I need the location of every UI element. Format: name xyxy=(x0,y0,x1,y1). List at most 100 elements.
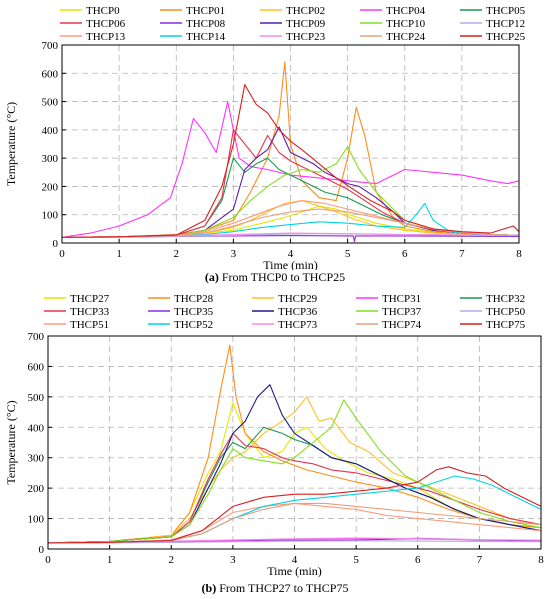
legend-item: THCP10 xyxy=(360,18,426,30)
x-tick-label: 7 xyxy=(477,554,483,566)
legend-label: THCP25 xyxy=(486,31,526,43)
chart-a-x-axis-label: Time (min) xyxy=(263,258,318,270)
y-tick-label: 300 xyxy=(42,153,59,165)
legend-label: THCP23 xyxy=(286,31,326,43)
legend-item: THCP50 xyxy=(460,306,526,318)
chart-b-series-group xyxy=(48,344,541,544)
series-line-thcp50 xyxy=(48,540,541,544)
legend-item: THCP37 xyxy=(356,306,422,318)
y-tick-label: 300 xyxy=(28,453,45,465)
legend-label: THCP09 xyxy=(286,18,326,30)
legend-item: THCP36 xyxy=(252,306,318,318)
y-tick-label: 0 xyxy=(39,544,45,556)
legend-item: THCP08 xyxy=(160,18,226,30)
legend-label: THCP08 xyxy=(186,18,226,30)
legend-item: THCP51 xyxy=(44,319,109,331)
legend-item: THCP35 xyxy=(148,306,214,318)
legend-item: THCP27 xyxy=(44,293,110,305)
legend-item: THCP23 xyxy=(260,31,326,43)
legend-label: THCP0 xyxy=(86,5,120,17)
y-tick-label: 200 xyxy=(42,181,59,193)
y-tick-label: 200 xyxy=(28,483,45,495)
x-tick-label: 3 xyxy=(231,248,237,260)
legend-label: THCP33 xyxy=(70,306,110,318)
x-tick-label: 3 xyxy=(230,554,236,566)
series-line-thcp74 xyxy=(48,502,541,544)
x-tick-label: 5 xyxy=(345,248,351,260)
caption-b: (b) From THCP27 to THCP75 xyxy=(0,581,550,596)
legend-item: THCP13 xyxy=(60,31,126,43)
legend-label: THCP13 xyxy=(86,31,126,43)
y-tick-label: 400 xyxy=(28,422,45,434)
caption-b-label: (b) xyxy=(201,581,217,595)
x-tick-label: 6 xyxy=(415,554,421,566)
series-line-thcp33 xyxy=(48,432,541,544)
legend-label: THCP35 xyxy=(174,306,214,318)
legend-item: THCP24 xyxy=(360,31,426,43)
legend-label: THCP74 xyxy=(382,319,422,331)
x-tick-label: 5 xyxy=(353,554,359,566)
y-tick-label: 400 xyxy=(42,125,59,137)
legend-label: THCP51 xyxy=(70,319,109,331)
legend-item: THCP75 xyxy=(460,319,526,331)
legend-label: THCP52 xyxy=(174,319,213,331)
chart-b-axes-frame xyxy=(47,335,542,550)
x-tick-label: 0 xyxy=(45,554,51,566)
legend-label: THCP06 xyxy=(86,18,126,30)
series-line-thcp01 xyxy=(62,61,519,238)
chart-panel-a: THCP0 THCP01 THCP02 THCP04 THCP05 THCP06 THCP0… xyxy=(0,0,550,286)
x-tick-label: 1 xyxy=(107,554,113,566)
y-tick-label: 500 xyxy=(42,97,59,109)
legend-label: THCP28 xyxy=(174,293,214,305)
x-tick-label: 4 xyxy=(292,554,298,566)
chart-a-axes-frame xyxy=(61,44,520,244)
legend-label: THCP05 xyxy=(486,5,526,17)
legend-item: THCP29 xyxy=(252,293,318,305)
series-line-thcp04 xyxy=(62,101,519,238)
x-tick-label: 7 xyxy=(459,248,465,260)
legend-label: THCP02 xyxy=(286,5,325,17)
legend-item: THCP14 xyxy=(160,31,226,43)
chart-panel-b: THCP27 THCP28 THCP29 THCP31 THCP32 THCP33 THCP… xyxy=(0,288,550,599)
legend-item: THCP0 xyxy=(60,5,120,17)
legend-item: THCP28 xyxy=(148,293,214,305)
y-tick-label: 600 xyxy=(28,361,45,373)
legend-label: THCP32 xyxy=(486,293,525,305)
chart-a-series-group xyxy=(62,61,519,243)
legend-label: THCP73 xyxy=(278,319,318,331)
legend-label: THCP31 xyxy=(382,293,421,305)
y-tick-label: 500 xyxy=(28,392,45,404)
legend-label: THCP01 xyxy=(186,5,225,17)
y-tick-label: 100 xyxy=(42,210,59,222)
y-tick-label: 0 xyxy=(53,238,59,250)
series-line-thcp25 xyxy=(62,84,519,238)
legend-label: THCP14 xyxy=(186,31,226,43)
x-tick-label: 2 xyxy=(174,248,180,260)
legend-item: THCP33 xyxy=(44,306,110,318)
legend-item: THCP73 xyxy=(252,319,318,331)
x-tick-label: 6 xyxy=(402,248,408,260)
series-line-thcp36 xyxy=(48,384,541,544)
legend-label: THCP36 xyxy=(278,306,318,318)
caption-b-text: From THCP27 to THCP75 xyxy=(219,581,349,595)
x-tick-label: 8 xyxy=(538,554,544,566)
legend-label: THCP12 xyxy=(486,18,525,30)
legend-item: THCP04 xyxy=(360,5,426,17)
x-tick-label: 1 xyxy=(116,248,122,260)
legend-item: THCP52 xyxy=(148,319,213,331)
legend-item: THCP09 xyxy=(260,18,326,30)
y-tick-label: 700 xyxy=(42,40,59,52)
y-tick-label: 100 xyxy=(28,514,45,526)
y-tick-label: 600 xyxy=(42,68,59,80)
chart-a-y-axis-label: Temperature (°C) xyxy=(4,102,18,186)
chart-b-x-axis-label: Time (min) xyxy=(267,564,322,578)
series-line-thcp14 xyxy=(62,202,519,238)
y-tick-label: 700 xyxy=(28,331,45,343)
series-line-thcp37 xyxy=(48,399,541,544)
legend-label: THCP27 xyxy=(70,293,110,305)
legend-item: THCP02 xyxy=(260,5,325,17)
legend-label: THCP75 xyxy=(486,319,526,331)
x-tick-label: 8 xyxy=(516,248,522,260)
caption-a-text: From THCP0 to THCP25 xyxy=(221,270,346,284)
